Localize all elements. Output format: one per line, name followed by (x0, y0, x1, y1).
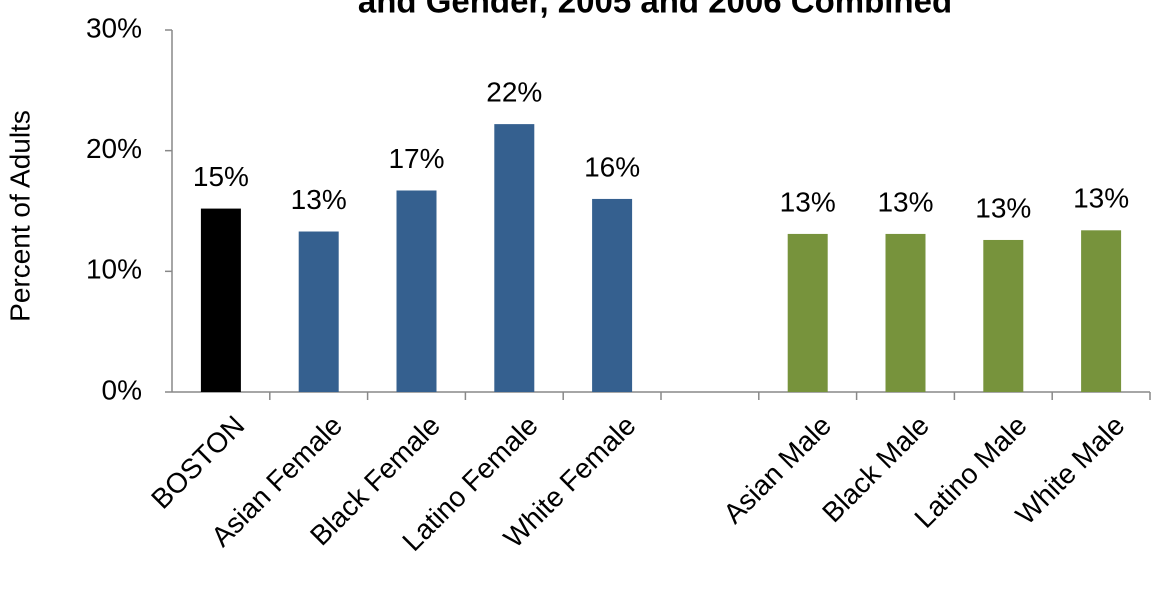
value-label: 15% (193, 161, 249, 192)
value-label: 22% (486, 77, 542, 108)
bar (1081, 230, 1122, 392)
value-label: 13% (1073, 183, 1129, 214)
y-tick-label: 10% (86, 254, 142, 285)
x-tick-label: Asian Male (717, 410, 837, 530)
y-tick-label: 0% (102, 374, 142, 405)
y-tick-label: 20% (86, 133, 142, 164)
y-axis-label: Percent of Adults (4, 110, 35, 322)
bar (787, 233, 828, 392)
bar (494, 124, 535, 393)
bar (885, 233, 926, 392)
y-tick-label: 30% (86, 12, 142, 43)
value-label: 13% (780, 186, 836, 217)
value-label: 13% (291, 184, 347, 215)
value-label: 13% (877, 186, 933, 217)
chart-title: and Gender, 2005 and 2006 Combined (358, 0, 952, 20)
bar (983, 239, 1024, 392)
value-label: 13% (975, 192, 1031, 223)
bar (298, 231, 339, 392)
value-label: 16% (584, 151, 640, 182)
bar (592, 198, 633, 392)
bar (200, 208, 241, 392)
bar (396, 190, 437, 392)
value-label: 17% (388, 143, 444, 174)
x-tick-label: BOSTON (145, 410, 250, 515)
